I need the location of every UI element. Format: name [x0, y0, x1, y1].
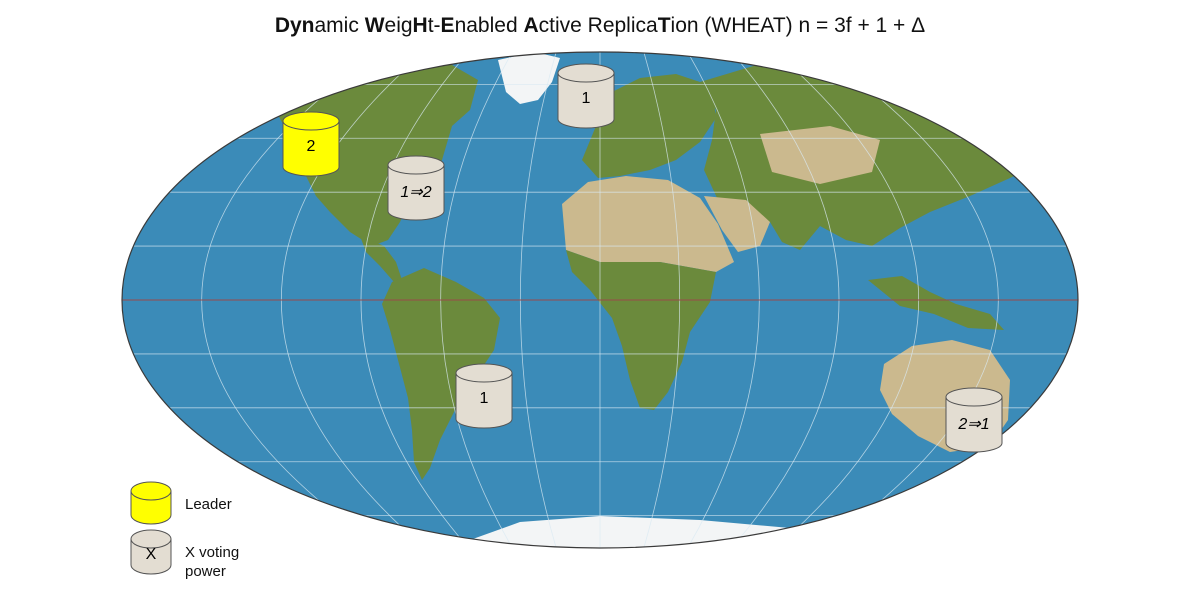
title-segment: ion (WHEAT) n = 3f + 1 + Δ: [670, 14, 926, 37]
replica-cylinder-north-america-east: [387, 155, 445, 221]
europe: [582, 74, 716, 178]
cylinder-body: [387, 164, 445, 221]
title-segment: H: [412, 14, 428, 37]
replica-weight-label: 2: [306, 138, 316, 155]
cylinder-body: [282, 120, 340, 177]
replica-nodes: [282, 63, 1003, 453]
replica-weight-label: 1: [581, 90, 591, 107]
cylinder-top: [557, 63, 615, 83]
title-segment: T: [657, 14, 671, 37]
cylinder-body: [130, 538, 172, 575]
replica-weight-label: 1⇒2: [400, 184, 432, 201]
replica-cylinder-europe: [557, 63, 615, 129]
title-segment: t-: [427, 14, 441, 37]
title-segment: nabled: [454, 14, 524, 37]
southeast-asia-islands: [868, 276, 1004, 330]
cylinder-top: [130, 529, 172, 549]
title-segment: W: [364, 14, 385, 37]
greenland: [498, 52, 560, 104]
africa-north: [562, 176, 734, 272]
cylinder-top: [130, 481, 172, 501]
replica-cylinder-north-america-west: [282, 111, 340, 177]
central-america: [360, 236, 402, 282]
cylinder-top: [945, 387, 1003, 407]
title-segment: A: [523, 14, 539, 37]
title-segment: ctive Replica: [538, 14, 658, 37]
title-segment: Dyn: [274, 14, 315, 37]
replica-weight-label: 2⇒1: [958, 416, 990, 433]
cylinder-body: [557, 72, 615, 129]
cylinder-top: [387, 155, 445, 175]
legend: [130, 481, 172, 575]
legend-leader-text: Leader: [185, 496, 232, 513]
title-segment: eig: [384, 14, 413, 37]
cylinder-body: [455, 372, 513, 429]
replica-weight-label: 1: [479, 390, 489, 407]
cylinder-body: [945, 396, 1003, 453]
title-segment: amic: [314, 14, 365, 37]
legend-voting-text: X voting power: [185, 544, 240, 580]
world-map: [121, 51, 1079, 549]
cylinder-top: [455, 363, 513, 383]
antarctica: [440, 516, 870, 548]
legend-leader-cylinder: [130, 481, 172, 525]
south-america: [382, 268, 500, 480]
diagram-title: Dynamic WeigHt-Enabled Active ReplicaTio…: [0, 14, 1200, 38]
legend-replica-cylinder: [130, 529, 172, 575]
cylinder-top: [282, 111, 340, 131]
africa-south: [566, 250, 716, 410]
middle-east: [704, 196, 770, 252]
central-asia: [760, 126, 880, 184]
legend-voting-symbol: X: [145, 546, 157, 563]
map-border: [121, 51, 1079, 549]
replica-cylinder-south-america: [455, 363, 513, 429]
title-segment: E: [440, 14, 455, 37]
replica-cylinder-australia: [945, 387, 1003, 453]
